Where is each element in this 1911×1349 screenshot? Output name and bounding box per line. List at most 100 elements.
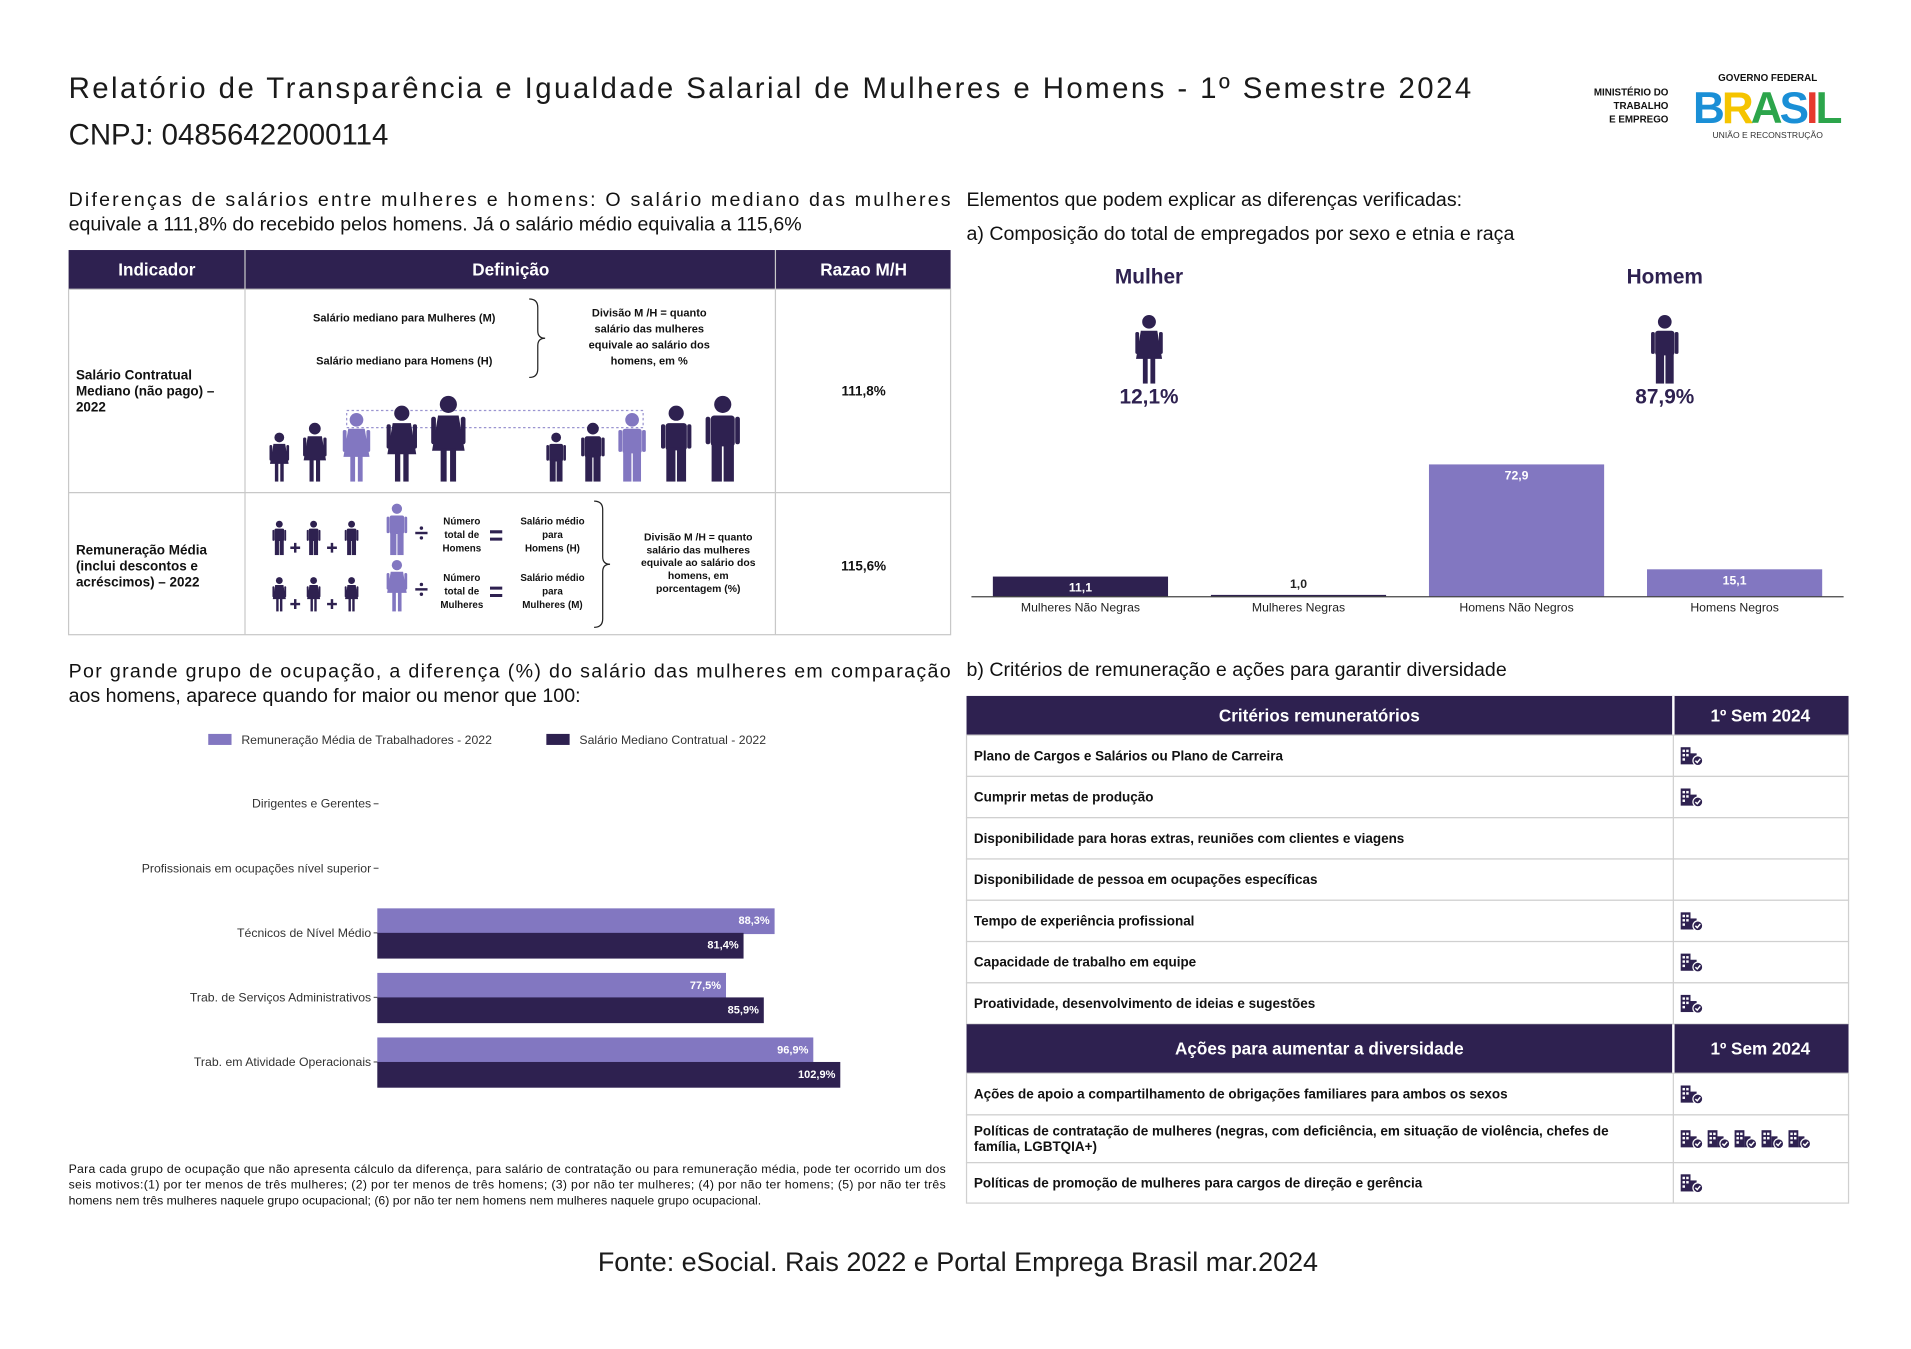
leg [313, 539, 319, 556]
man-icon [546, 432, 566, 482]
building [1680, 747, 1691, 765]
arm [563, 445, 566, 461]
window [1709, 1141, 1712, 1144]
head [714, 395, 732, 413]
definition: Salário médio [520, 516, 584, 527]
window [1686, 795, 1689, 798]
check [1694, 799, 1701, 805]
header-cell: Definição [472, 260, 549, 280]
company-icon [1680, 1085, 1704, 1105]
table-header [966, 1024, 1849, 1074]
window [1794, 1136, 1797, 1140]
arm [404, 516, 408, 534]
check [1694, 1096, 1701, 1102]
value-label: 11,1 [1069, 581, 1092, 595]
table-row [965, 1072, 1850, 1116]
value-label: 88,3% [738, 915, 769, 927]
woman-icon [344, 577, 359, 612]
check [1748, 1141, 1755, 1147]
man-icon [705, 395, 740, 482]
ministry-logo: TRABALHO [1613, 101, 1668, 112]
check [1721, 1141, 1728, 1147]
leg [347, 539, 352, 556]
arm [284, 529, 287, 541]
check [1694, 1185, 1701, 1191]
torso [549, 443, 564, 462]
window [1709, 1132, 1712, 1136]
window [1686, 1087, 1689, 1091]
government-logo: GOVERNO FEDERAL [1718, 73, 1817, 84]
window [1682, 1185, 1685, 1188]
window [1686, 749, 1689, 753]
leg [274, 539, 279, 556]
man-icon [581, 422, 605, 482]
check [1802, 1141, 1809, 1147]
window [1682, 964, 1685, 968]
window [1686, 914, 1689, 918]
window [1740, 1132, 1743, 1136]
plus-sign [327, 599, 337, 609]
window [1709, 1136, 1712, 1140]
definition: Salário mediano para Homens (H) [316, 356, 493, 368]
head [274, 432, 285, 443]
header-cell: Razao M/H [820, 260, 907, 280]
bar [1647, 569, 1823, 597]
window [1682, 1136, 1685, 1140]
woman-icon [269, 432, 290, 482]
torso [584, 436, 602, 458]
dress [432, 415, 465, 451]
window [1790, 1141, 1793, 1144]
window [1682, 914, 1685, 918]
head [551, 432, 562, 443]
arm [356, 529, 359, 541]
brace [594, 500, 611, 628]
indicator: Mediano (não pago) – [76, 383, 215, 398]
ministry-logo: MINISTÉRIO DO [1594, 87, 1669, 99]
window [1736, 1136, 1739, 1140]
window [1686, 1176, 1689, 1180]
y-tick-label: Técnicos de Nível Médio [237, 926, 371, 940]
window [1686, 790, 1689, 794]
section-heading: b) Critérios de remuneração e ações para… [967, 659, 1507, 681]
head [1657, 314, 1672, 329]
window [1682, 1141, 1685, 1144]
window [1686, 1001, 1689, 1005]
ratio: 111,8% [842, 383, 886, 398]
window [1682, 1176, 1685, 1180]
leg [1655, 352, 1665, 384]
indicator: 2022 [76, 399, 106, 414]
man-icon [306, 520, 321, 556]
window [1682, 758, 1685, 761]
bar [377, 932, 744, 959]
value-label: 72,9 [1505, 468, 1529, 482]
arm [272, 529, 275, 541]
definition: para [542, 530, 563, 541]
definition: para [542, 586, 563, 597]
torso [346, 528, 357, 541]
legend-swatch [208, 733, 232, 745]
row-label: Disponibilidade de pessoa em ocupações e… [974, 872, 1318, 887]
torso [710, 415, 735, 447]
leg [397, 531, 404, 556]
divide-dot [419, 536, 424, 540]
window [1682, 919, 1685, 922]
value-label: 77,5% [690, 980, 721, 992]
window [1682, 1092, 1685, 1095]
head [310, 577, 318, 584]
bar [1428, 464, 1605, 597]
window [1682, 1181, 1685, 1184]
company-icon [1680, 994, 1704, 1014]
leg [350, 455, 356, 482]
dress [345, 585, 359, 600]
leg [632, 450, 642, 482]
window [1736, 1132, 1739, 1136]
group-name: Homem [1627, 265, 1703, 288]
head [348, 520, 356, 528]
company-icon [1734, 1130, 1758, 1150]
leg [276, 598, 279, 612]
value-label: 96,9% [777, 1044, 808, 1056]
leg [357, 455, 363, 482]
legend-label: Salário Mediano Contratual - 2022 [579, 733, 766, 747]
arm [1674, 331, 1679, 354]
value-label: 1,0 [1290, 577, 1307, 591]
